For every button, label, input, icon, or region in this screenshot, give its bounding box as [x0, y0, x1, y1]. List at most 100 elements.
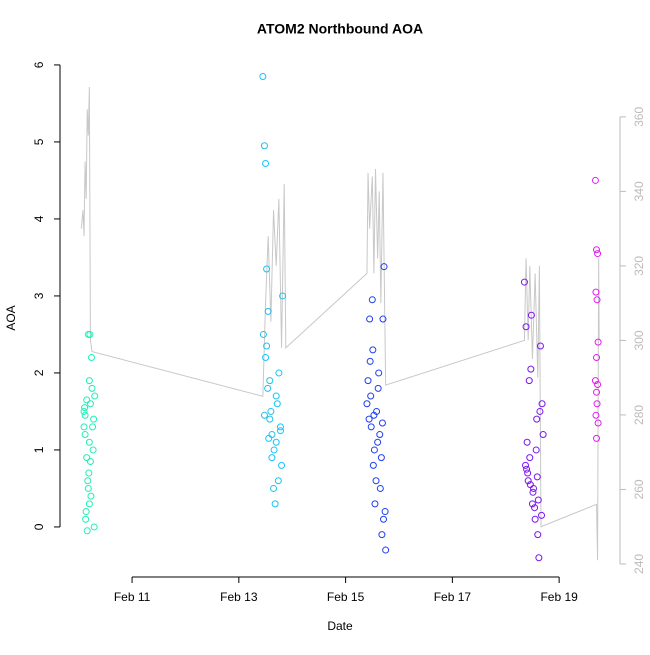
point: [532, 446, 540, 454]
point: [81, 431, 89, 439]
y-tick-label: 4: [32, 215, 46, 222]
point: [370, 411, 378, 419]
point: [524, 469, 532, 477]
point: [534, 496, 542, 504]
point: [84, 330, 92, 338]
point: [522, 461, 530, 469]
point: [260, 411, 268, 419]
point: [264, 384, 272, 392]
point: [525, 377, 533, 385]
point: [592, 288, 600, 296]
point: [368, 296, 376, 304]
y2-tick-label: 300: [632, 330, 646, 350]
point: [274, 477, 282, 485]
point: [593, 296, 601, 304]
point: [82, 515, 90, 523]
point: [374, 384, 382, 392]
point: [523, 465, 531, 473]
point: [526, 454, 534, 462]
point: [538, 511, 546, 519]
point: [275, 369, 283, 377]
point: [533, 473, 541, 481]
point: [270, 446, 278, 454]
y-tick-label: 6: [32, 61, 46, 68]
point: [370, 446, 378, 454]
point: [533, 415, 541, 423]
point: [594, 338, 602, 346]
point: [380, 263, 388, 271]
point: [593, 388, 601, 396]
y2-tick-label: 260: [632, 479, 646, 499]
point: [592, 411, 600, 419]
point: [594, 250, 602, 258]
point: [527, 311, 535, 319]
point: [87, 354, 95, 362]
point: [382, 546, 390, 554]
point: [260, 142, 268, 150]
point: [86, 400, 94, 408]
point: [279, 292, 287, 300]
point: [522, 323, 530, 331]
point: [262, 354, 270, 362]
point: [366, 315, 374, 323]
point: [381, 508, 389, 516]
point: [268, 454, 276, 462]
y2-tick-label: 280: [632, 405, 646, 425]
point: [276, 427, 284, 435]
y-tick-label: 2: [32, 369, 46, 376]
point: [89, 423, 97, 431]
point: [593, 434, 601, 442]
point: [91, 392, 99, 400]
line: [80, 87, 600, 561]
point: [369, 346, 377, 354]
point: [278, 461, 286, 469]
point: [528, 500, 536, 508]
y-tick-label: 1: [32, 446, 46, 453]
point: [531, 504, 539, 512]
point: [264, 307, 272, 315]
chart-title: ATOM2 Northbound AOA: [257, 21, 423, 37]
point: [527, 365, 535, 373]
point: [536, 407, 544, 415]
point: [263, 342, 271, 350]
point: [367, 423, 375, 431]
point: [85, 469, 93, 477]
y2-tick-label: 360: [632, 107, 646, 127]
point: [265, 434, 273, 442]
y2-tick-label: 340: [632, 181, 646, 201]
point: [80, 423, 88, 431]
point: [272, 438, 280, 446]
y2-tick-label: 320: [632, 256, 646, 276]
point: [81, 411, 89, 419]
point: [367, 392, 375, 400]
point: [90, 415, 98, 423]
point: [266, 377, 274, 385]
point: [262, 159, 270, 167]
point: [82, 508, 90, 516]
point: [266, 415, 274, 423]
point: [84, 477, 92, 485]
point: [534, 531, 542, 539]
point: [538, 400, 546, 408]
point: [378, 531, 386, 539]
point: [259, 72, 267, 80]
point: [81, 404, 89, 412]
y-tick-label: 0: [32, 523, 46, 530]
point: [526, 481, 534, 489]
point: [86, 457, 94, 465]
x-tick-label: Feb 13: [220, 590, 258, 604]
point: [371, 500, 379, 508]
point: [374, 438, 382, 446]
y-tick-label: 3: [32, 292, 46, 299]
point: [593, 246, 601, 254]
point: [365, 415, 373, 423]
point: [377, 454, 385, 462]
point: [366, 357, 374, 365]
point: [594, 380, 602, 388]
point: [536, 342, 544, 350]
point: [83, 527, 91, 535]
point: [263, 265, 271, 273]
point: [539, 431, 547, 439]
